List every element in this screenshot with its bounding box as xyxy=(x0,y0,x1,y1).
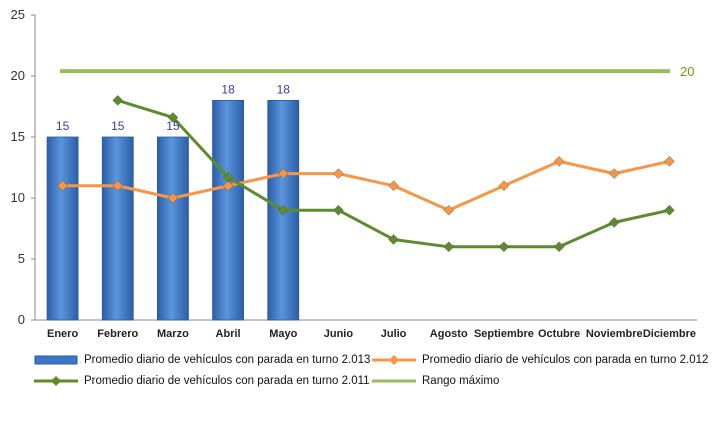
x-tick-label: Septiembre xyxy=(474,328,534,340)
series-2011-point xyxy=(222,171,234,183)
series-2011-point xyxy=(167,112,179,123)
legend-line-2011-swatch xyxy=(34,376,78,386)
x-tick-label: Octubre xyxy=(538,328,580,340)
series-2011-point xyxy=(553,241,565,253)
x-tick-label: Febrero xyxy=(97,328,138,340)
x-tick-label: Noviembre xyxy=(586,328,643,340)
bar-data-label: 15 xyxy=(111,119,125,133)
bar-data-label: 15 xyxy=(56,119,70,133)
x-tick-label: Mayo xyxy=(269,328,297,340)
y-tick-label: 25 xyxy=(11,7,25,22)
series-2012-point xyxy=(167,192,179,204)
legend-line-rango-swatch xyxy=(372,379,416,383)
legend-bar-swatch xyxy=(34,355,78,365)
series-2011-point xyxy=(664,204,675,216)
data-labels: 15 15 15 18 18 20 xyxy=(56,64,695,133)
series-2012-point xyxy=(222,180,234,192)
x-tick-label: Diciembre xyxy=(643,328,696,340)
series-2011-point xyxy=(608,217,620,228)
series-2012-point xyxy=(664,156,675,167)
series-2012-line xyxy=(62,159,670,212)
series-2011-line xyxy=(117,98,670,249)
series-2012-point xyxy=(112,180,124,192)
x-tick-label: Agosto xyxy=(430,328,468,340)
bar xyxy=(157,136,189,321)
x-tick-label: Julio xyxy=(381,328,407,340)
x-tick-label: Enero xyxy=(47,328,78,340)
y-tick-label: 20 xyxy=(11,68,25,83)
x-axis: Enero Febrero Marzo Abril Mayo Junio Julio Agos… xyxy=(35,319,697,340)
bar xyxy=(101,136,134,321)
series-2012-point xyxy=(608,168,620,179)
legend-label-rango: Rango máximo xyxy=(422,375,500,387)
x-tick-label: Marzo xyxy=(157,328,189,340)
y-tick-label: 0 xyxy=(18,312,25,327)
legend-label-2013: Promedio diario de vehículos con parada … xyxy=(84,354,371,366)
legend: Promedio diario de vehículos con parada … xyxy=(0,348,712,408)
bar xyxy=(46,136,79,321)
combo-chart: 0 5 10 15 20 25 Enero Febrero Marzo Abril Mayo Jun… xyxy=(11,7,697,340)
y-tick-label: 10 xyxy=(11,190,25,205)
series-2012-point xyxy=(57,180,68,192)
legend-line-2012-swatch xyxy=(372,355,416,365)
x-tick-label: Junio xyxy=(324,328,354,340)
bar xyxy=(212,100,244,321)
series-2011-point xyxy=(443,241,455,253)
series-2012-point xyxy=(553,156,565,167)
series-2011-point xyxy=(112,95,124,106)
bar-data-label: 18 xyxy=(221,82,235,96)
series-2012-point xyxy=(333,168,344,179)
series-2011-point xyxy=(277,204,289,216)
line-series xyxy=(57,69,675,253)
rango-end-label: 20 xyxy=(680,64,694,79)
bar-data-label: 18 xyxy=(277,82,291,96)
series-2011-point xyxy=(388,234,399,245)
y-tick-label: 15 xyxy=(11,129,25,144)
y-axis: 0 5 10 15 20 25 xyxy=(11,7,36,327)
bar-series xyxy=(46,100,300,321)
series-2012-point xyxy=(443,204,455,216)
series-2011-point xyxy=(498,241,510,253)
bar-data-label: 15 xyxy=(166,119,180,133)
legend-label-2011: Promedio diario de vehículos con parada … xyxy=(84,375,370,387)
series-2012-point xyxy=(498,180,510,192)
y-tick-label: 5 xyxy=(18,251,25,266)
x-tick-label: Abril xyxy=(216,328,241,340)
series-2011-point xyxy=(333,204,344,216)
series-2012-point xyxy=(388,180,399,192)
legend-label-2012: Promedio diario de vehículos con parada … xyxy=(422,354,709,366)
series-2012-point xyxy=(277,168,289,179)
